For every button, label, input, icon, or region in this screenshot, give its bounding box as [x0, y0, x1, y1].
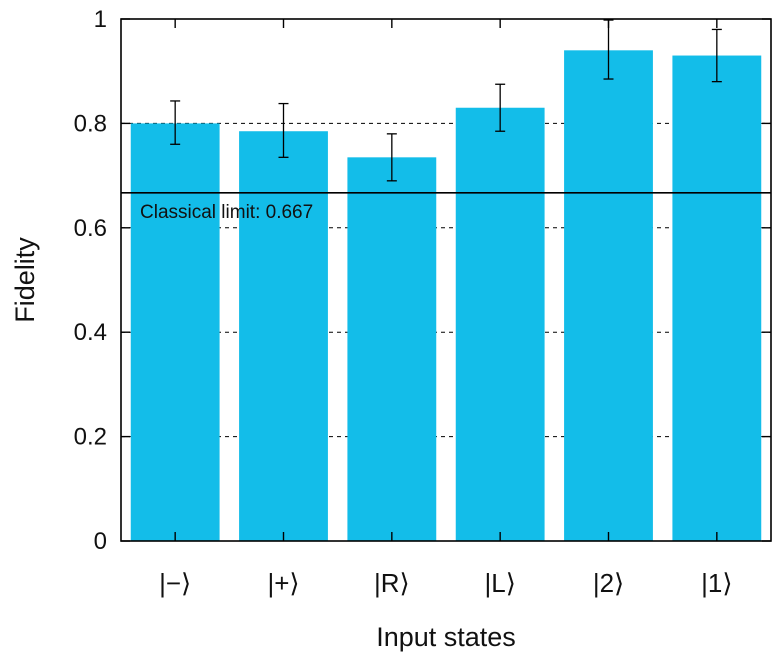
- y-axis-title: Fidelity: [10, 237, 40, 323]
- plot-frame: [120, 18, 772, 542]
- bar: [239, 131, 328, 542]
- bar: [564, 50, 653, 541]
- x-category-label: |−⟩: [159, 568, 191, 598]
- y-tick-label: 1: [94, 6, 107, 33]
- y-tick-label: 0.4: [74, 319, 107, 346]
- x-axis-categories: |−⟩ |+⟩ |R⟩ |L⟩ |2⟩ |1⟩: [159, 19, 733, 598]
- x-axis-title: Input states: [376, 622, 516, 652]
- y-tick-label: 0.2: [74, 424, 107, 451]
- x-category-label: |1⟩: [701, 568, 732, 598]
- bar: [347, 157, 437, 541]
- x-category-label: |R⟩: [374, 568, 410, 598]
- y-axis-ticks: 0 0.2 0.4 0.6 0.8 1: [74, 6, 771, 555]
- bars: [130, 50, 762, 542]
- y-tick-label: 0: [94, 528, 107, 555]
- y-tick-label: 0.6: [74, 215, 107, 242]
- y-tick-label: 0.8: [74, 110, 107, 137]
- bar: [130, 123, 220, 542]
- x-category-label: |2⟩: [593, 568, 624, 598]
- bar: [455, 107, 545, 542]
- x-category-label: |L⟩: [484, 568, 515, 598]
- x-category-label: |+⟩: [267, 568, 299, 598]
- bar: [672, 55, 762, 541]
- classical-limit-label: Classical limit: 0.667: [140, 202, 313, 223]
